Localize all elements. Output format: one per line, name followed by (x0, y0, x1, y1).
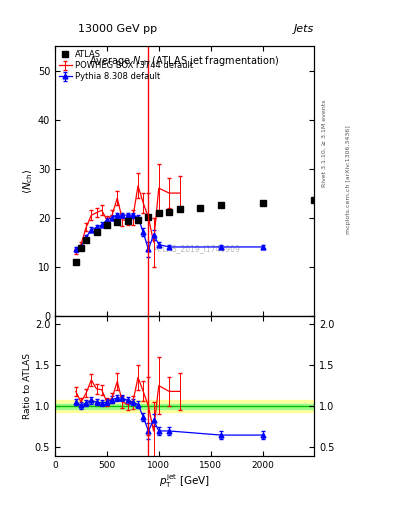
ATLAS (260, 200, 265, 206)
Bar (55, 404, 314, 409)
Text: Average $N_{\rm ch}$ (ATLAS jet fragmentation): Average $N_{\rm ch}$ (ATLAS jet fragment… (90, 54, 280, 68)
ATLAS (219, 202, 223, 208)
Text: Rivet 3.1.10, ≥ 3.1M events: Rivet 3.1.10, ≥ 3.1M events (322, 100, 327, 187)
ATLAS (146, 214, 151, 220)
Legend: ATLAS, POWHEG BOX r3744 default, Pythia 8.308 default: ATLAS, POWHEG BOX r3744 default, Pythia … (57, 49, 195, 83)
ATLAS (125, 219, 130, 225)
Text: ATLAS_2019_I1740909: ATLAS_2019_I1740909 (154, 244, 241, 253)
Line: ATLAS: ATLAS (73, 198, 317, 264)
ATLAS (79, 245, 83, 251)
ATLAS (167, 208, 171, 215)
ATLAS (115, 219, 119, 225)
ATLAS (156, 209, 161, 216)
Y-axis label: $\langle N_{\rm ch}\rangle$: $\langle N_{\rm ch}\rangle$ (21, 168, 35, 194)
ATLAS (105, 222, 109, 228)
Text: mcplots.cern.ch [arXiv:1306.3436]: mcplots.cern.ch [arXiv:1306.3436] (346, 125, 351, 233)
X-axis label: $p_{\rm T}^{\rm jet}$ [GeV]: $p_{\rm T}^{\rm jet}$ [GeV] (159, 472, 210, 490)
ATLAS (312, 197, 317, 203)
ATLAS (84, 237, 88, 243)
ATLAS (136, 217, 140, 223)
ATLAS (73, 259, 78, 265)
ATLAS (198, 205, 203, 211)
ATLAS (177, 206, 182, 212)
ATLAS (94, 229, 99, 236)
Y-axis label: Ratio to ATLAS: Ratio to ATLAS (23, 353, 32, 419)
Text: Jets: Jets (294, 24, 314, 34)
Text: 13000 GeV pp: 13000 GeV pp (78, 24, 158, 34)
Bar (55, 400, 314, 412)
